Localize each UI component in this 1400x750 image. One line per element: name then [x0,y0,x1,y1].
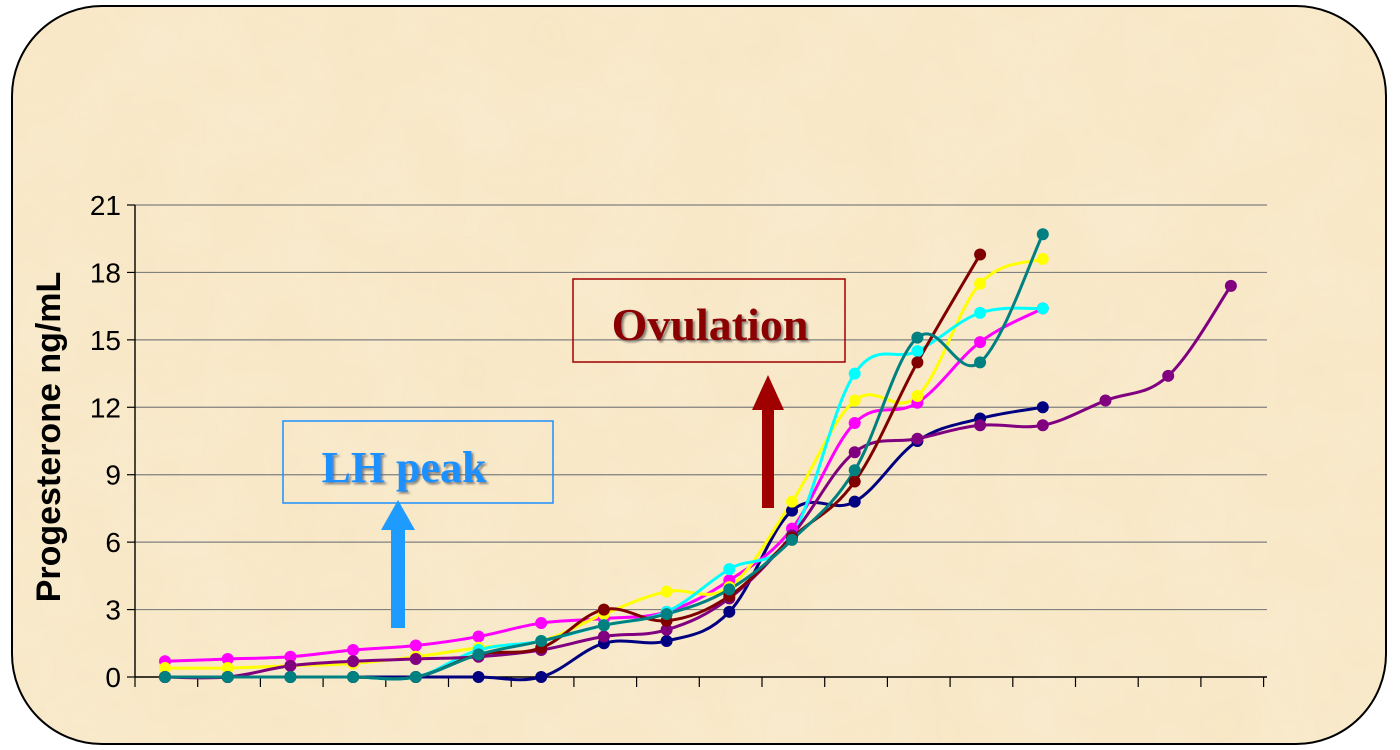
ovulation-arrow [752,375,784,508]
data-point [723,583,736,596]
y-axis-label: Progesterone ng/mL [30,272,68,603]
y-tick-label: 6 [105,527,121,558]
data-point [1036,252,1049,265]
data-point [472,648,485,661]
data-point [535,671,548,683]
y-tick-label: 0 [105,662,121,693]
y-tick-label: 9 [105,460,121,491]
data-point [347,655,360,668]
data-point [159,671,171,683]
data-point [1036,228,1049,241]
data-point [974,306,987,319]
grid-layer [135,204,1267,611]
data-point [723,605,736,618]
data-point [472,630,485,643]
series-layer [159,228,1237,683]
ovulation-box [572,278,846,363]
data-point [786,533,798,546]
data-point [911,345,924,358]
data-point [786,495,798,508]
data-point [597,630,610,643]
data-point [848,475,861,488]
data-point [347,644,360,657]
data-point [597,619,610,632]
data-point [974,277,987,290]
data-point [848,367,861,380]
data-point [221,653,234,666]
data-point [221,671,234,683]
data-point [974,356,987,369]
data-point [848,495,861,508]
data-point [660,585,673,598]
data-point [159,662,171,675]
data-point [848,394,861,407]
lh-peak-box [282,420,554,504]
data-point [284,671,297,683]
data-point [284,659,297,672]
axis-layer: 0 3 6 9 12 15 18 21 [90,190,1267,693]
data-point [848,446,861,459]
data-point [911,331,924,344]
data-point [911,432,924,445]
lh-peak-label: LH peak [321,443,487,492]
data-point [284,650,297,663]
data-point [409,653,422,666]
data-point [911,390,924,403]
y-tick-label: 12 [90,392,121,423]
lh-peak-arrow [381,500,415,628]
data-point [911,356,924,369]
panel-texture [12,6,1386,744]
data-point [409,639,422,652]
data-point [1036,302,1049,315]
y-tick-label: 21 [90,190,121,221]
y-tick-label: 15 [90,325,121,356]
data-point [472,671,485,683]
data-point [974,419,987,432]
data-point [848,464,861,477]
data-point [974,336,987,349]
data-point [535,617,548,630]
data-point [660,623,673,636]
data-point [1162,369,1175,382]
data-point [1099,394,1112,407]
panel-border [11,5,1387,745]
data-point [848,417,861,430]
data-point [974,248,987,261]
data-point [1036,419,1049,432]
data-point [1036,401,1049,414]
data-point [723,563,736,576]
data-point [535,635,548,648]
data-point [786,504,798,517]
data-point [660,608,673,621]
data-point [660,635,673,648]
data-point [1224,279,1237,292]
series-line [165,233,1045,681]
y-tick-label: 18 [90,257,121,288]
data-point [409,671,422,683]
ovulation-label: Ovulation [612,299,809,350]
data-point [347,671,360,683]
data-point [221,662,234,675]
y-tick-label: 3 [105,595,121,626]
data-point [597,603,610,616]
